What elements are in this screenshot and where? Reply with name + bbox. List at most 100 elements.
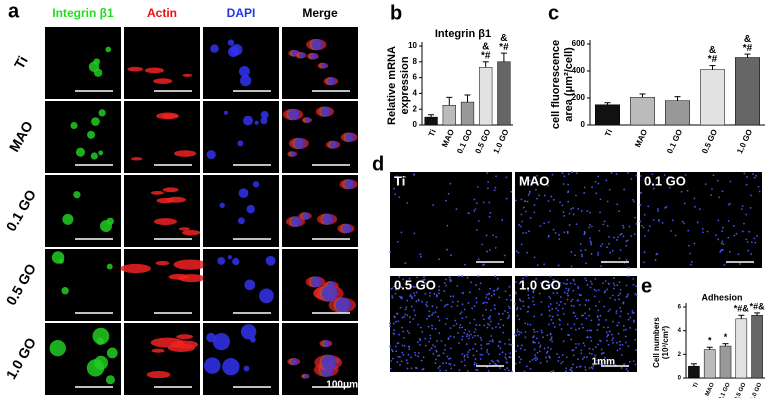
nucleus bbox=[632, 360, 635, 363]
cell bbox=[176, 334, 193, 340]
nucleus bbox=[588, 314, 591, 317]
nucleus bbox=[528, 192, 531, 195]
nucleus bbox=[647, 229, 650, 232]
nucleus bbox=[478, 288, 481, 291]
nucleus bbox=[515, 250, 518, 253]
error-bar bbox=[428, 114, 435, 118]
bar bbox=[595, 104, 620, 126]
nucleus bbox=[397, 355, 400, 358]
nucleus bbox=[526, 251, 529, 254]
nucleus bbox=[419, 338, 421, 340]
nucleus bbox=[457, 300, 459, 303]
nucleus bbox=[577, 299, 580, 302]
micrograph bbox=[390, 276, 512, 372]
cell bbox=[243, 365, 250, 372]
bar bbox=[688, 365, 700, 379]
nucleus bbox=[393, 333, 395, 336]
column-header: DAPI bbox=[227, 6, 256, 20]
nucleus bbox=[468, 337, 470, 340]
cell bbox=[237, 217, 245, 225]
nucleus bbox=[534, 359, 537, 362]
nucleus bbox=[547, 234, 550, 237]
nucleus bbox=[520, 331, 523, 334]
nucleus bbox=[473, 361, 476, 364]
nucleus bbox=[585, 299, 588, 301]
nucleus bbox=[390, 288, 393, 290]
nucleus bbox=[635, 349, 637, 352]
nucleus bbox=[456, 284, 459, 287]
nucleus bbox=[559, 282, 562, 284]
nucleus bbox=[571, 370, 574, 373]
nucleus bbox=[612, 294, 614, 297]
nucleus bbox=[608, 188, 611, 191]
nucleus bbox=[609, 251, 612, 254]
nucleus bbox=[552, 198, 555, 201]
nucleus bbox=[717, 219, 720, 222]
nucleus bbox=[549, 333, 552, 336]
nucleus bbox=[501, 219, 504, 221]
nucleus bbox=[548, 295, 551, 298]
nucleus bbox=[464, 328, 467, 331]
nucleus bbox=[550, 318, 553, 321]
nucleus bbox=[407, 353, 410, 356]
nucleus bbox=[582, 314, 585, 317]
nucleus bbox=[573, 312, 576, 314]
image-label: MAO bbox=[519, 173, 549, 188]
nucleus bbox=[635, 174, 638, 177]
nucleus bbox=[428, 310, 431, 313]
nucleus bbox=[416, 341, 419, 344]
nucleus bbox=[518, 282, 521, 285]
nucleus bbox=[580, 352, 583, 355]
nucleus bbox=[534, 356, 537, 359]
nucleus bbox=[446, 224, 449, 227]
cell bbox=[150, 190, 164, 195]
nucleus bbox=[575, 194, 577, 197]
y-tick-label: 4 bbox=[413, 89, 418, 98]
cell bbox=[155, 261, 170, 266]
error-bar bbox=[690, 363, 697, 367]
nucleus bbox=[400, 231, 403, 234]
nucleus bbox=[505, 197, 508, 200]
nucleus bbox=[498, 313, 500, 315]
nucleus bbox=[590, 339, 593, 342]
nucleus bbox=[584, 366, 587, 368]
nucleus bbox=[493, 293, 495, 296]
nucleus bbox=[591, 353, 593, 355]
column-header: Merge bbox=[302, 6, 338, 20]
nucleus bbox=[463, 359, 466, 361]
nucleus bbox=[546, 350, 549, 353]
nucleus bbox=[563, 215, 566, 217]
cell bbox=[244, 279, 256, 291]
nucleus bbox=[562, 312, 565, 315]
bar bbox=[735, 57, 760, 126]
nucleus bbox=[639, 175, 642, 177]
nucleus bbox=[460, 311, 463, 314]
nucleus bbox=[543, 222, 546, 225]
nucleus bbox=[733, 225, 735, 227]
bar bbox=[751, 315, 763, 379]
nucleus bbox=[458, 326, 461, 329]
nucleus bbox=[606, 200, 609, 203]
nucleus bbox=[681, 220, 684, 223]
nucleus bbox=[552, 292, 555, 294]
nucleus bbox=[723, 264, 726, 266]
nucleus bbox=[452, 324, 455, 327]
nucleus bbox=[471, 336, 474, 339]
nucleus bbox=[389, 367, 392, 370]
nucleus bbox=[448, 362, 451, 365]
nucleus bbox=[397, 178, 399, 181]
nucleus bbox=[401, 316, 404, 319]
nucleus bbox=[487, 322, 489, 325]
cell bbox=[298, 52, 306, 59]
nucleus bbox=[458, 369, 461, 371]
cell bbox=[106, 217, 114, 225]
nucleus bbox=[607, 333, 609, 336]
panel-label: d bbox=[372, 153, 384, 175]
image-label: 0.5 GO bbox=[394, 277, 436, 292]
error-bar bbox=[464, 94, 471, 103]
nucleus bbox=[473, 198, 476, 201]
nucleus bbox=[490, 294, 493, 297]
nucleus bbox=[518, 318, 521, 321]
nucleus bbox=[459, 324, 462, 326]
nucleus bbox=[632, 319, 635, 322]
